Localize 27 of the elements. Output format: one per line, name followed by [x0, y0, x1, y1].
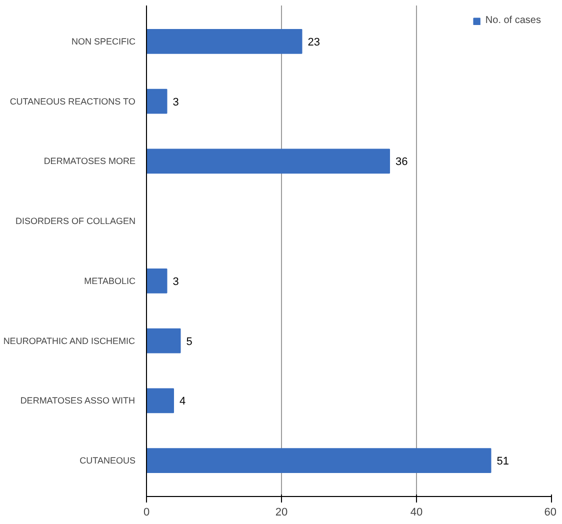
y-tick-label: CUTANEOUS [80, 456, 136, 466]
x-tick-label: 40 [410, 506, 423, 518]
y-tick-label: CUTANEOUS REACTIONS TO [10, 96, 136, 106]
data-label: 23 [308, 36, 320, 48]
bar [146, 88, 168, 114]
data-label: 3 [172, 96, 179, 108]
bar [146, 268, 168, 294]
bar [146, 28, 302, 54]
y-tick-label: DISORDERS OF COLLAGEN [15, 216, 136, 226]
y-tick-label: DERMATOSES MORE [44, 156, 136, 166]
y-tick-label: NON SPECIFIC [71, 36, 136, 46]
bar [146, 148, 390, 174]
bar [146, 328, 181, 354]
x-tick-label: 60 [544, 506, 557, 518]
data-label: 51 [496, 456, 509, 468]
legend-label: No. of cases [485, 15, 541, 26]
bar [146, 448, 492, 474]
y-tick-label: DERMATOSES ASSO WITH [20, 396, 136, 406]
y-tick-label: METABOLIC [84, 276, 136, 286]
x-tick-label: 20 [275, 506, 288, 518]
x-tick-label: 0 [143, 506, 150, 518]
y-tick-label: NEUROPATHIC AND ISCHEMIC [3, 336, 136, 346]
data-label: 36 [396, 156, 408, 168]
data-label: 3 [172, 276, 179, 288]
data-label: 5 [186, 336, 192, 348]
bar [146, 388, 174, 414]
data-label: 4 [180, 396, 186, 408]
